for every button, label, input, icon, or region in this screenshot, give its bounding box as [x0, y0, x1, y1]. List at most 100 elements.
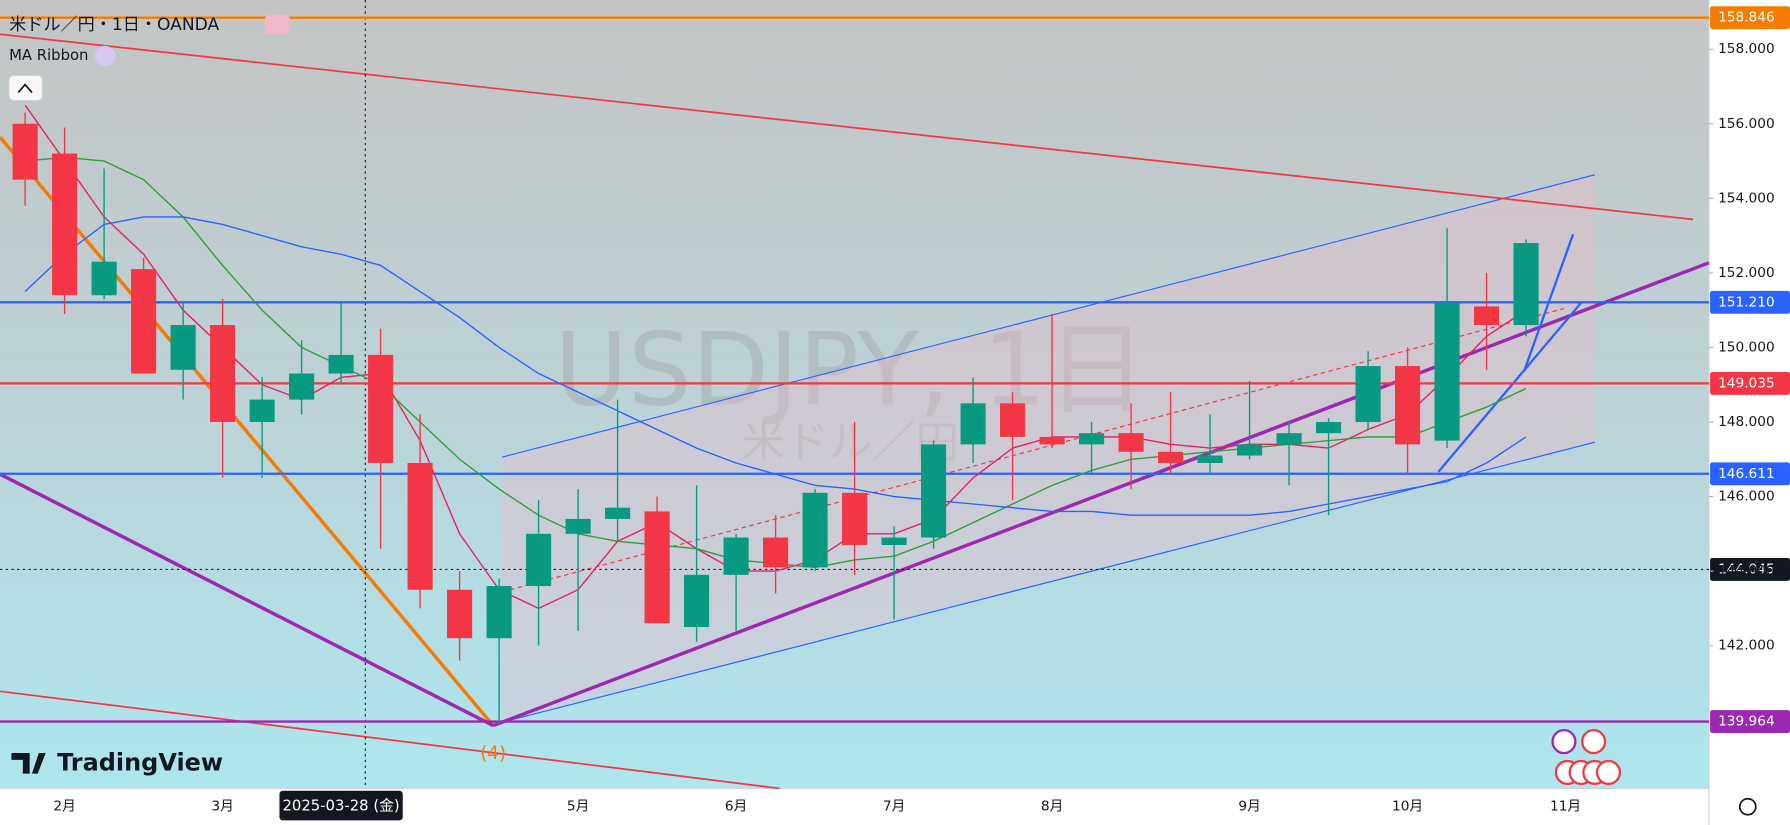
candle-body	[1434, 302, 1460, 441]
y-tick-label: 144.000	[1718, 563, 1775, 579]
trend-line	[0, 472, 494, 728]
candle-body	[210, 325, 236, 422]
level-label: 149.035	[1718, 375, 1775, 391]
y-tick-label: 158.000	[1718, 41, 1775, 57]
level-label-box	[1710, 710, 1790, 733]
plot-background	[0, 0, 1709, 789]
crosshair-time-box	[279, 790, 403, 821]
levels: 158.846 151.210 149.035 146.611 144.045 139.9…	[0, 6, 1790, 733]
trend-line	[0, 136, 495, 727]
candle-body	[881, 537, 907, 546]
x-tick-label: 10月	[1392, 799, 1423, 815]
candle-body	[1039, 436, 1065, 445]
candle-body	[289, 373, 315, 400]
y-tick-label: 156.000	[1718, 116, 1775, 132]
candle-body	[1395, 366, 1421, 445]
candle-body	[1276, 433, 1302, 445]
collapse-button[interactable]	[8, 74, 43, 102]
indicator-settings[interactable]	[94, 45, 116, 67]
wave-label: (4)	[480, 743, 506, 764]
level-label-box	[1710, 290, 1790, 314]
trend-line	[0, 33, 1694, 221]
y-tick-label: 152.000	[1718, 265, 1775, 281]
x-tick-label: 8月	[1041, 799, 1063, 815]
level-label: 158.846	[1718, 10, 1775, 26]
candle-body	[328, 354, 354, 374]
candle-body	[249, 399, 275, 422]
event-icon[interactable]	[1581, 729, 1607, 755]
candle-body	[1237, 444, 1263, 456]
level-label-box	[1710, 462, 1790, 486]
candle-body	[1197, 455, 1223, 463]
x-tick-label: 6月	[725, 799, 747, 815]
candle-body	[526, 533, 552, 587]
level-label: 139.964	[1718, 714, 1775, 730]
brand-logo	[11, 753, 46, 774]
trend-line	[1437, 302, 1582, 473]
channel-line	[502, 174, 1595, 458]
symbol-title: 米ドル／円・1日・OANDA	[9, 15, 219, 35]
settings-button[interactable]	[1738, 797, 1757, 816]
candle-body	[1079, 433, 1105, 445]
level-label-box	[1710, 6, 1790, 30]
level-label: 144.045	[1718, 561, 1775, 577]
candle-body	[763, 537, 789, 568]
compare-button[interactable]	[264, 14, 290, 35]
candle-body	[684, 574, 710, 628]
moving-average	[24, 216, 1527, 516]
x-tick-label: 7月	[883, 799, 905, 815]
candle-body	[1158, 451, 1184, 463]
collapse-icon	[17, 83, 33, 94]
event-icon[interactable]	[1551, 729, 1577, 755]
x-tick-label: 11月	[1550, 799, 1581, 815]
y-tick-label: 154.000	[1718, 190, 1775, 206]
candle-body	[486, 586, 512, 639]
event-icons	[1551, 729, 1622, 786]
crosshair-time-label: 2025-03-28 (金)	[282, 798, 399, 815]
candle-body	[170, 325, 196, 370]
brand-name: TradingView	[57, 748, 223, 776]
price-axis	[1708, 0, 1790, 825]
y-tick-label: 148.000	[1718, 414, 1775, 430]
time-axis	[0, 788, 1709, 825]
candle-body	[1513, 243, 1539, 326]
candle-body	[723, 537, 749, 575]
axes: 142.000 144.000 146.000 148.000 150.000 152.0…	[53, 41, 1775, 821]
candle-body	[52, 153, 78, 296]
watermark: USDJPY, 1日	[554, 311, 1146, 428]
x-tick-label: 5月	[567, 799, 589, 815]
candle-body	[960, 403, 986, 445]
candle-body	[1474, 306, 1500, 326]
candle-body	[1316, 421, 1342, 434]
candle-body	[1000, 403, 1026, 437]
y-tick-label: 150.000	[1718, 339, 1775, 355]
candles	[12, 112, 1539, 724]
y-tick-label: 146.000	[1718, 489, 1775, 505]
candle-body	[12, 123, 38, 180]
level-label-box	[1710, 371, 1790, 395]
event-icon[interactable]	[1595, 759, 1622, 786]
y-tick-label: 142.000	[1718, 638, 1775, 654]
trend-line	[492, 261, 1710, 728]
x-tick-label: 3月	[211, 799, 233, 815]
candle-body	[565, 518, 591, 534]
candle-body	[921, 444, 947, 538]
candle-body	[842, 492, 868, 546]
level-label: 146.611	[1718, 466, 1775, 482]
candle-body	[407, 462, 433, 590]
candle-body	[1118, 433, 1144, 452]
x-tick-label: 2月	[53, 799, 75, 815]
channel-line	[502, 441, 1595, 723]
candle-body	[447, 589, 473, 639]
candle-body	[91, 261, 117, 296]
candle-body	[644, 511, 670, 624]
x-tick-label: 9月	[1238, 799, 1260, 815]
level-label-box	[1710, 557, 1790, 581]
candle-body	[802, 492, 828, 568]
candle-body	[605, 507, 631, 519]
level-label: 151.210	[1718, 294, 1775, 310]
candle-body	[1355, 366, 1381, 422]
candle-body	[368, 354, 394, 463]
trend-line	[0, 690, 780, 790]
